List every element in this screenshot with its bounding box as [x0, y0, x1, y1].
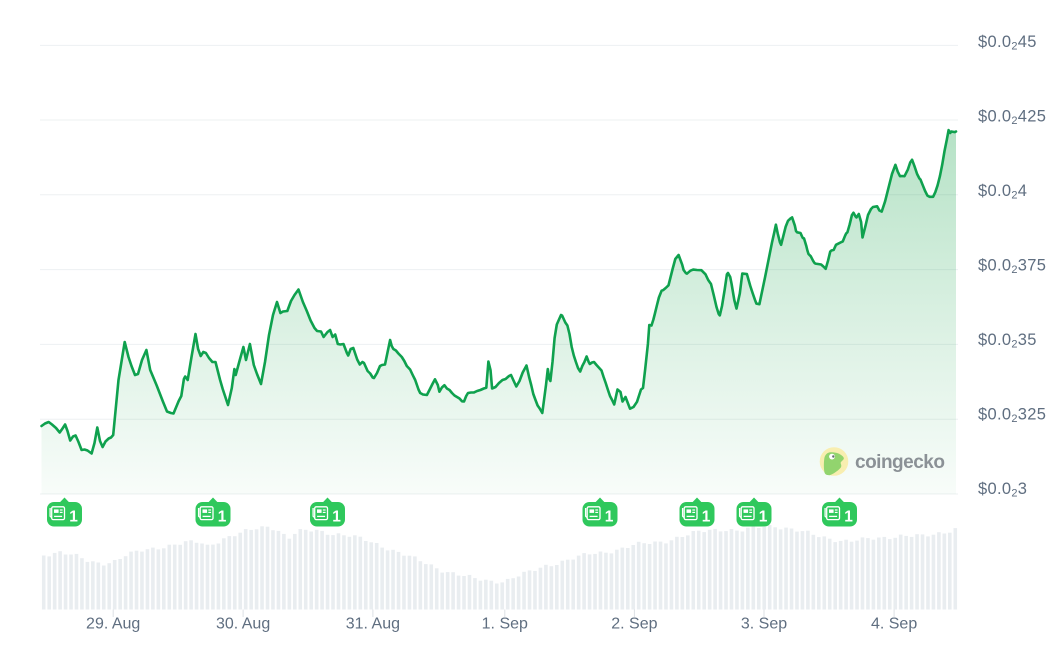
svg-text:$0.023: $0.023: [978, 480, 1027, 500]
svg-text:29. Aug: 29. Aug: [86, 616, 140, 633]
svg-text:$0.02375: $0.02375: [978, 257, 1046, 277]
svg-text:3. Sep: 3. Sep: [741, 616, 787, 633]
svg-text:1: 1: [605, 509, 614, 526]
svg-text:1: 1: [218, 509, 227, 526]
svg-text:1: 1: [844, 509, 853, 526]
svg-text:$0.0235: $0.0235: [978, 331, 1037, 351]
svg-text:30. Aug: 30. Aug: [216, 616, 270, 633]
svg-text:1: 1: [332, 509, 341, 526]
svg-text:1. Sep: 1. Sep: [482, 616, 528, 633]
svg-text:1: 1: [759, 509, 768, 526]
svg-text:$0.02325: $0.02325: [978, 406, 1046, 426]
svg-text:4. Sep: 4. Sep: [871, 616, 917, 633]
svg-text:2. Sep: 2. Sep: [611, 616, 657, 633]
svg-text:$0.02425: $0.02425: [978, 108, 1046, 128]
svg-text:1: 1: [702, 509, 711, 526]
svg-text:coingecko: coingecko: [855, 452, 944, 473]
svg-text:31. Aug: 31. Aug: [346, 616, 400, 633]
svg-text:$0.0245: $0.0245: [978, 33, 1037, 53]
svg-text:1: 1: [69, 509, 78, 526]
svg-text:$0.024: $0.024: [978, 182, 1027, 202]
